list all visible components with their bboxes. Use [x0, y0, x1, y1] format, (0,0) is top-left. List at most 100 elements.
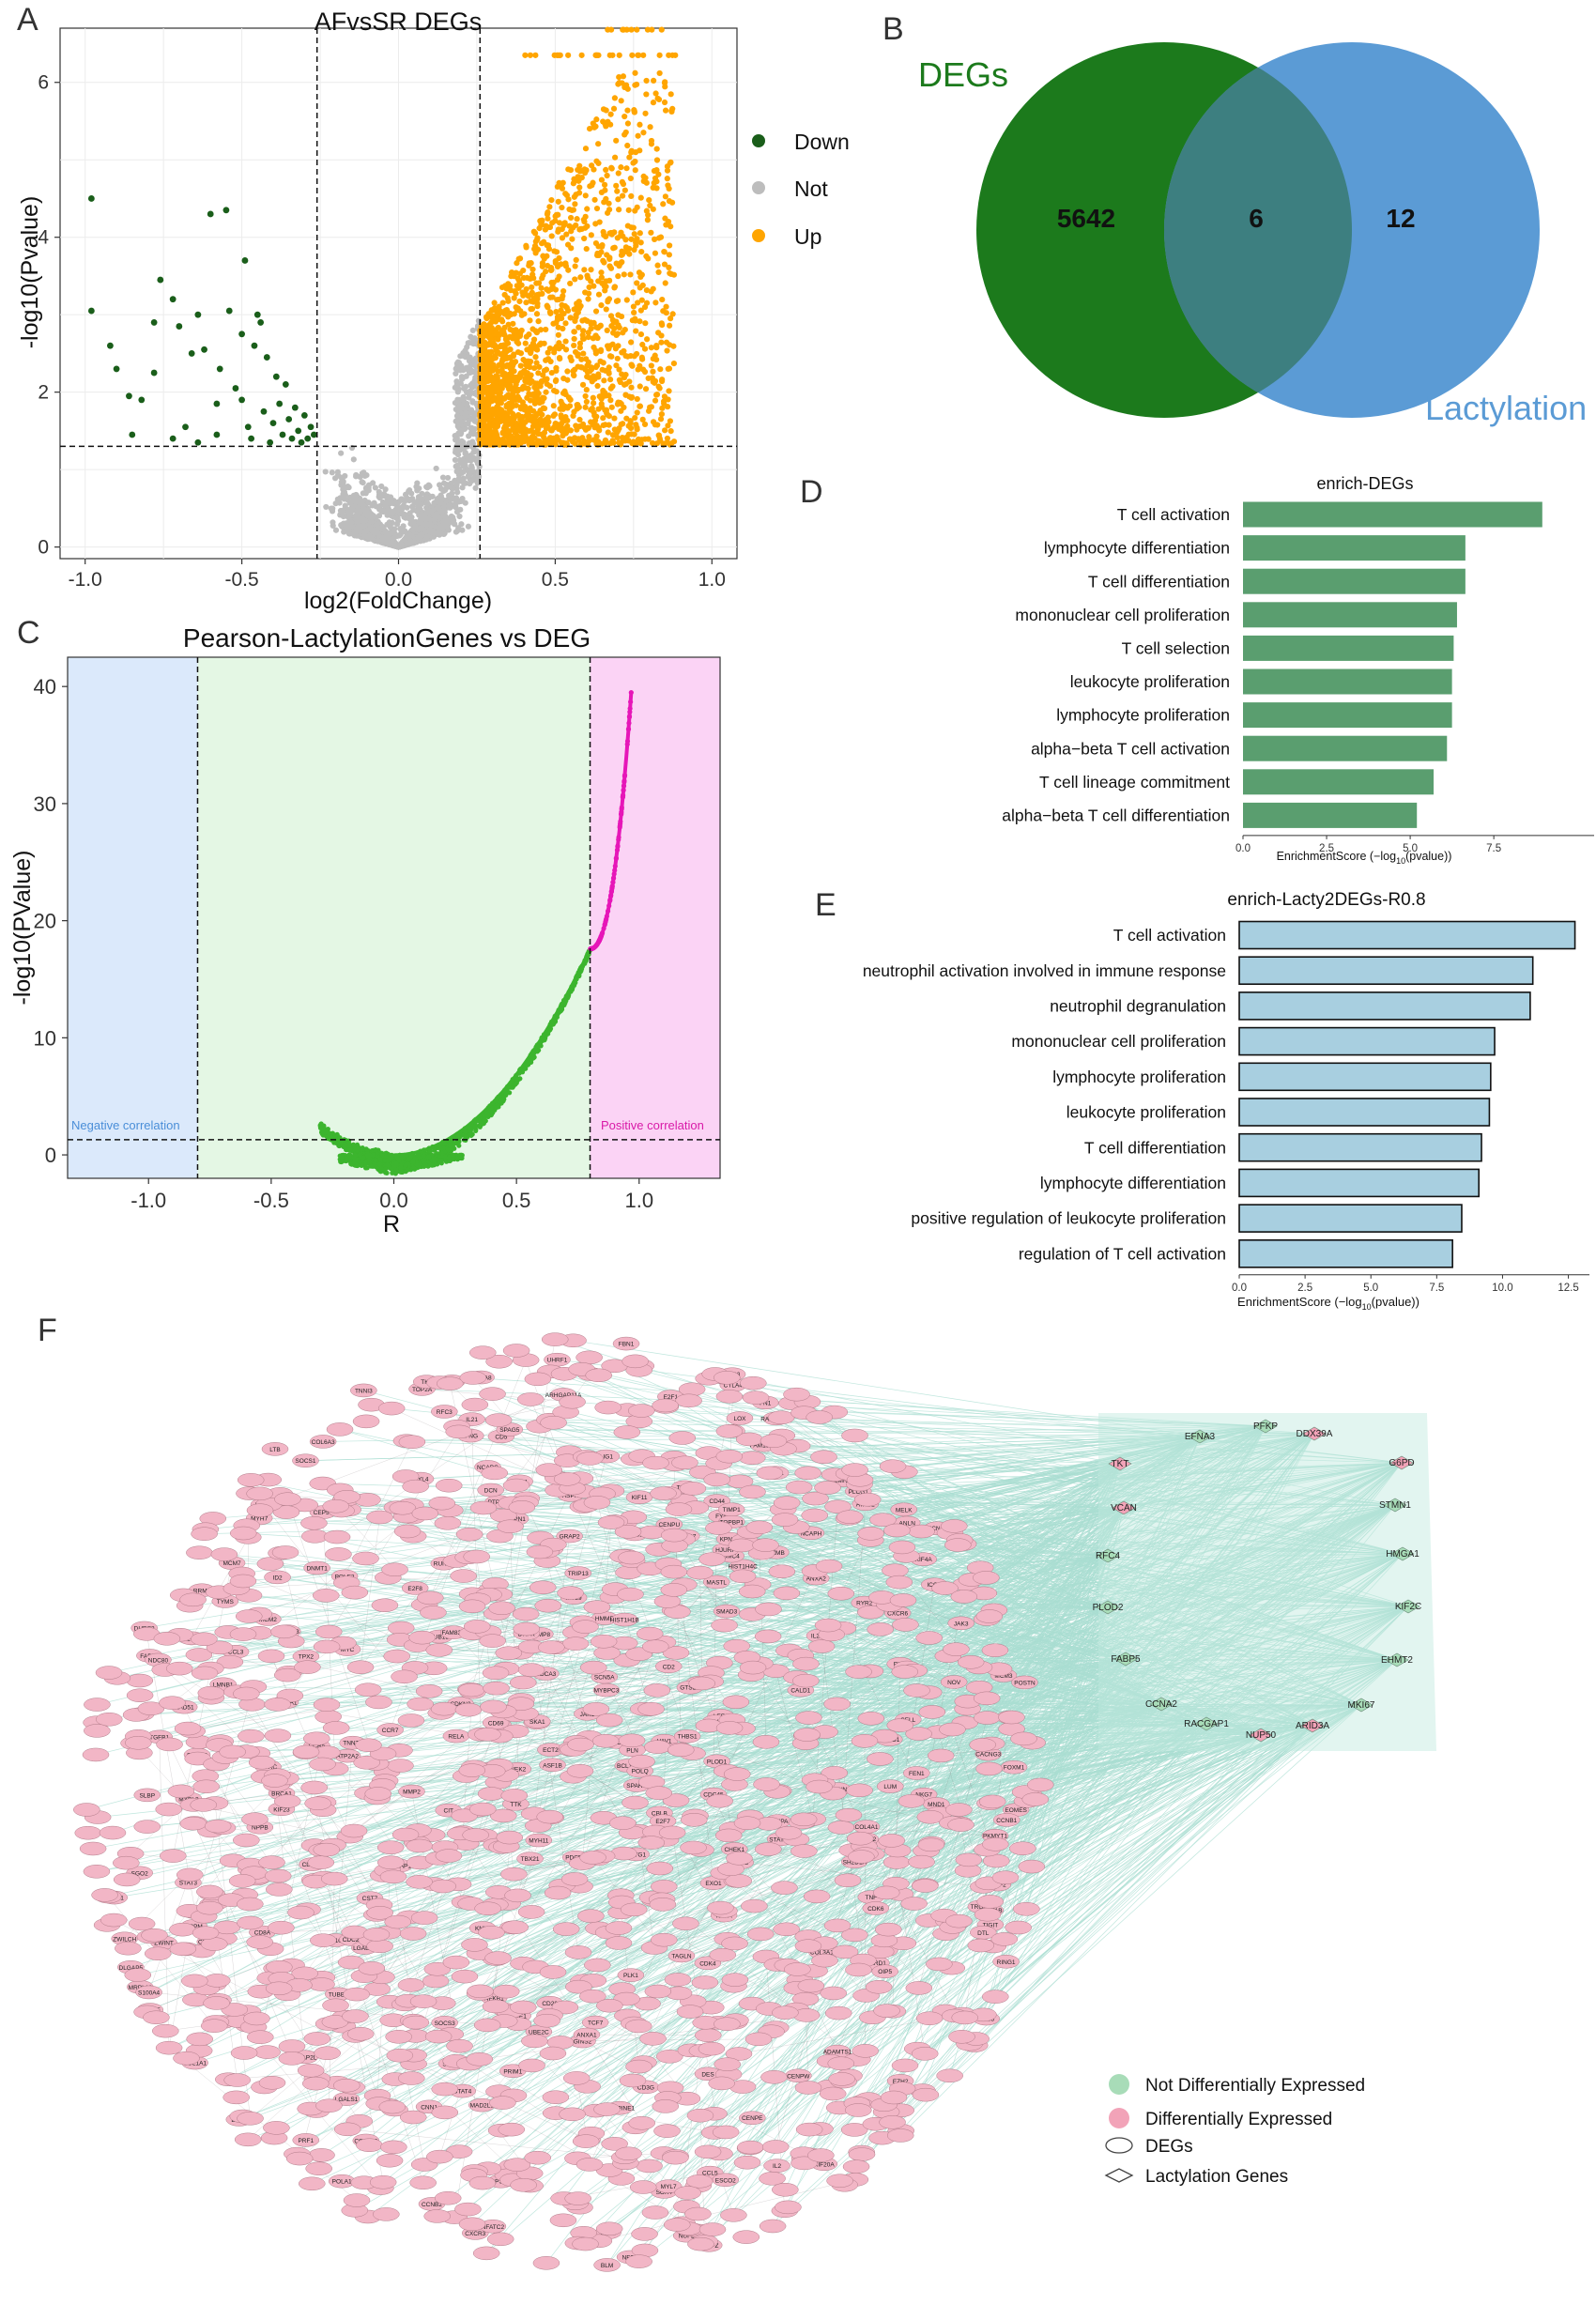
volcano-xlabel: log2(FoldChange): [304, 588, 492, 614]
volcano-point-up: [663, 303, 669, 310]
volcano-point-up: [670, 361, 677, 367]
panel-letter-a: A: [17, 2, 38, 38]
volcano-point-down: [251, 342, 258, 349]
volcano-point-up: [487, 319, 495, 326]
volcano-point-not: [433, 511, 440, 517]
volcano-point-up: [575, 166, 581, 174]
volcano-point-up: [493, 330, 499, 337]
volcano-point-up: [603, 166, 609, 174]
volcano-point-up: [483, 416, 490, 423]
volcano-point-up: [562, 428, 570, 435]
volcano-point-not: [360, 480, 366, 486]
volcano-point-up: [551, 411, 559, 418]
volcano-point-not: [451, 521, 458, 528]
volcano-point-up: [652, 300, 659, 306]
volcano-point-up: [538, 377, 545, 385]
volcano-point-up: [631, 309, 637, 316]
volcano-point-up: [560, 310, 567, 317]
volcano-point-up: [650, 419, 657, 425]
volcano-point-up: [524, 394, 530, 401]
volcano-point-up: [532, 52, 539, 58]
volcano-point-up: [598, 401, 605, 407]
volcano-point-up: [553, 309, 560, 315]
volcano-point-up: [533, 311, 541, 317]
volcano-point-up: [614, 188, 621, 194]
volcano-point-not: [398, 496, 405, 502]
volcano-point-up: [582, 404, 589, 410]
volcano-point-up: [495, 400, 502, 407]
volcano-point-up: [517, 362, 524, 369]
volcano-point-not: [444, 474, 452, 482]
volcano-point-up: [647, 202, 653, 209]
volcano-point-up: [643, 253, 650, 260]
volcano-point-up: [615, 399, 622, 406]
volcano-point-up: [526, 428, 532, 435]
volcano-point-up: [505, 281, 512, 287]
volcano-point-up: [594, 382, 601, 390]
volcano-point-not: [462, 499, 468, 506]
volcano-point-up: [508, 273, 514, 280]
volcano-point-up: [611, 154, 619, 161]
volcano-point-up: [562, 413, 569, 421]
volcano-point-up: [637, 307, 644, 314]
volcano-point-not: [359, 470, 365, 477]
volcano-point-up: [570, 207, 576, 213]
panel-letter-c: C: [17, 615, 40, 651]
volcano-point-up: [572, 435, 578, 441]
volcano-xtick-label: 1.0: [698, 569, 726, 591]
volcano-point-up: [667, 242, 673, 249]
volcano-point-down: [272, 373, 280, 380]
volcano-point-up: [483, 432, 489, 438]
volcano-point-up: [645, 436, 652, 442]
volcano-point-up: [498, 342, 504, 349]
volcano-point-up: [501, 372, 508, 378]
volcano-point-up: [614, 434, 621, 441]
volcano-point-up: [537, 327, 545, 333]
volcano-point-not: [378, 483, 385, 490]
volcano-point-up: [593, 205, 601, 212]
volcano-point-up: [573, 222, 579, 229]
negative-correlation-band: [68, 657, 198, 1178]
volcano-point-up: [548, 369, 555, 376]
volcano-point-up: [521, 438, 528, 445]
volcano-point-not: [354, 525, 361, 531]
volcano-point-up: [511, 311, 517, 317]
volcano-point-not: [439, 474, 447, 481]
volcano-point-up: [648, 137, 655, 145]
volcano-point-up: [616, 73, 622, 81]
volcano-point-up: [577, 225, 584, 232]
volcano-point-up: [532, 328, 539, 334]
volcano-point-down: [260, 407, 268, 415]
volcano-point-up: [616, 52, 622, 58]
volcano-point-up: [480, 360, 487, 367]
volcano-point-up: [605, 429, 611, 436]
volcano-point-up: [589, 420, 595, 426]
volcano-point-up: [586, 438, 592, 444]
volcano-point-up: [637, 383, 643, 390]
volcano-point-up: [572, 201, 578, 207]
volcano-point-up: [600, 360, 606, 366]
volcano-point-not: [361, 517, 369, 524]
volcano-point-not: [469, 327, 476, 333]
volcano-point-up: [585, 296, 591, 302]
volcano-point-not: [376, 491, 383, 498]
volcano-point-up: [544, 376, 550, 382]
volcano-point-up: [568, 357, 575, 364]
volcano-point-up: [523, 285, 529, 293]
volcano-point-up: [588, 278, 594, 284]
volcano-point-up: [539, 263, 545, 269]
volcano-point-up: [545, 287, 552, 294]
volcano-point-not: [414, 503, 422, 510]
volcano-point-up: [641, 346, 649, 352]
volcano-point-up: [588, 267, 594, 273]
volcano-point-not: [422, 494, 429, 500]
volcano-point-down: [113, 365, 120, 373]
volcano-point-up: [548, 233, 555, 239]
volcano-point-down: [176, 323, 183, 330]
volcano-point-up: [564, 241, 572, 248]
legend-down-marker: [752, 134, 765, 147]
volcano-point-not: [376, 513, 383, 519]
volcano-point-up: [646, 197, 652, 204]
volcano-point-up: [563, 192, 570, 199]
volcano-point-up: [561, 388, 568, 394]
